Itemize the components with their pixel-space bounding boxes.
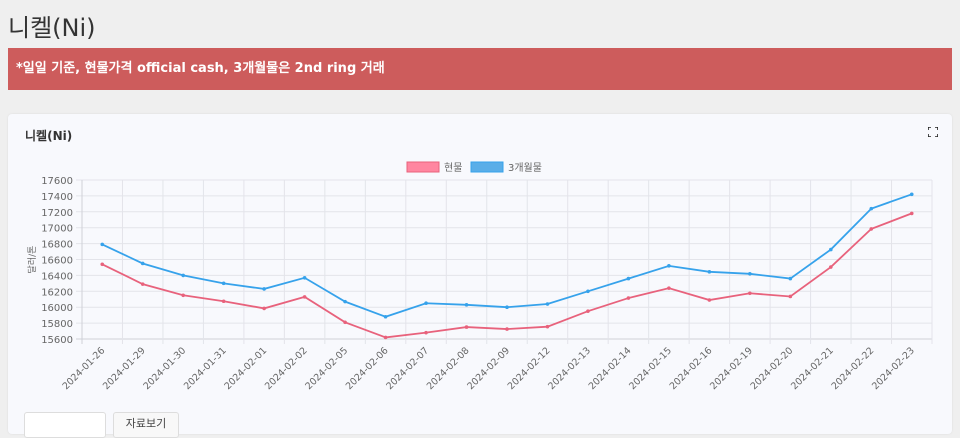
data-point [545,324,550,329]
data-point [343,299,347,304]
x-tick-label: 2024-02-19 [708,345,755,392]
data-point [262,287,266,291]
card-title: 니켈(Ni) [25,129,73,143]
legend-swatch [470,161,504,173]
data-point [869,227,874,231]
x-tick-label: 2024-02-20 [749,345,796,392]
x-tick-label: 2024-02-08 [425,345,472,392]
data-point [262,306,266,311]
data-point [181,273,185,278]
y-tick-label: 15800 [41,319,73,330]
data-point [221,281,226,286]
x-tick-label: 2024-01-30 [141,345,188,392]
y-tick-label: 16200 [41,287,73,298]
data-point [302,295,307,299]
data-point [464,325,469,329]
y-tick-label: 16400 [41,271,73,282]
data-point [748,272,752,276]
data-point [869,206,874,211]
y-tick-label: 17000 [41,224,73,235]
y-tick-label: 16000 [41,303,73,314]
data-point [707,298,712,302]
data-point [788,276,793,281]
data-point [464,303,469,307]
notice-banner: *일일 기준, 현물가격 official cash, 3개월물은 2nd ri… [8,48,952,90]
data-point [909,192,914,197]
x-tick-label: 2024-02-15 [627,345,674,392]
data-point [586,309,590,313]
y-tick-label: 15600 [41,335,73,346]
data-point [667,286,671,290]
x-tick-label: 2024-01-26 [61,345,108,392]
data-point [424,330,428,335]
data-point [383,314,388,319]
data-point [626,296,631,300]
data-point [667,264,671,268]
line-chart: 15600 15800 16000 16200 16400 16600 16800 17000… [26,161,933,392]
x-tick-label: 2024-01-31 [182,345,229,392]
page-title: 니켈(Ni) [8,14,96,42]
x-tick-label: 2024-02-09 [465,345,512,392]
legend-swatch [406,161,440,173]
x-tick-label: 2024-02-14 [587,345,634,392]
y-tick-label: 17200 [41,208,73,219]
x-tick-label: 2024-01-29 [101,345,148,392]
x-tick-label: 2024-02-02 [263,345,310,392]
data-point [748,291,752,296]
data-point [788,294,793,299]
y-axis-label: 달러/톤 [26,246,38,274]
data-point [302,275,307,280]
date-input[interactable] [24,412,106,438]
view-data-button[interactable]: 자료보기 [113,412,179,438]
data-point [505,327,509,331]
x-tick-label: 2024-02-13 [546,345,593,392]
chart-card: 니켈(Ni) 15600 15800 16000 16200 16400 16600 168… [8,114,952,438]
data-point [829,265,833,269]
data-point [181,293,185,298]
data-point [343,320,347,325]
legend-label: 현물 [444,162,462,174]
data-point [221,299,226,304]
data-point [100,242,105,247]
x-tick-label: 2024-02-06 [344,345,391,392]
y-tick-label: 16800 [41,240,73,251]
data-point [545,302,550,306]
data-point [140,282,145,286]
y-tick-label: 17400 [41,192,73,203]
y-tick-label: 16600 [41,256,73,267]
data-point [100,262,105,267]
legend-label: 3개월물 [508,162,542,174]
x-tick-label: 2024-02-16 [668,345,715,392]
data-point [586,289,590,294]
x-tick-label: 2024-02-22 [830,345,877,392]
x-tick-label: 2024-02-12 [506,345,553,392]
x-tick-label: 2024-02-05 [303,345,350,392]
y-tick-label: 17600 [41,176,73,187]
x-tick-label: 2024-02-01 [222,345,269,392]
data-point [505,305,509,309]
data-point [140,261,145,266]
data-point [626,276,631,281]
x-tick-label: 2024-02-21 [789,345,836,392]
data-point [829,247,833,252]
data-point [909,211,914,216]
x-tick-label: 2024-02-07 [384,345,431,392]
x-tick-label: 2024-02-23 [870,345,917,392]
data-point [424,301,428,306]
data-point [383,335,388,340]
data-point [707,270,712,274]
series-line-forward [101,193,913,318]
